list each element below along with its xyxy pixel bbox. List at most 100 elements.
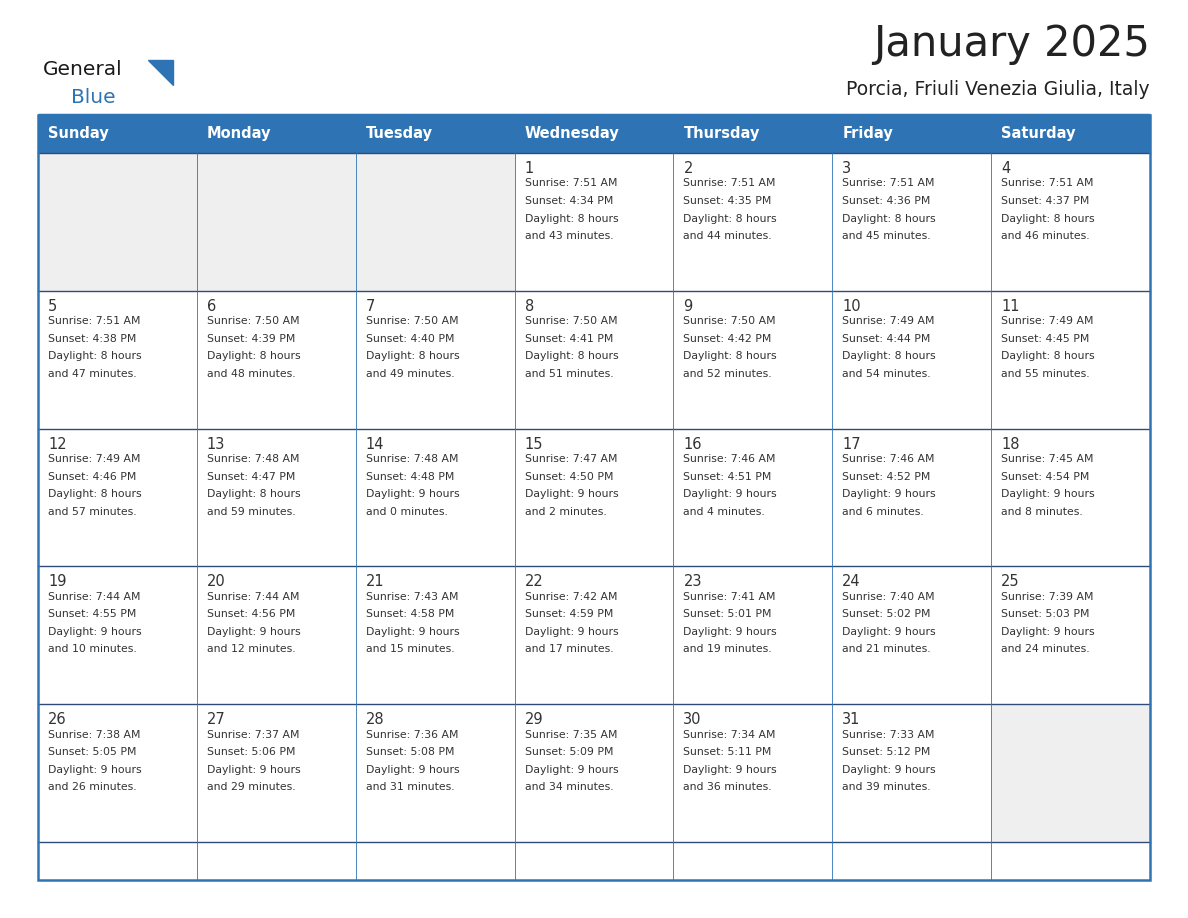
Text: Sunrise: 7:50 AM: Sunrise: 7:50 AM	[525, 317, 618, 326]
Bar	[833, 153, 991, 291]
Bar	[38, 153, 197, 291]
Text: 2: 2	[683, 161, 693, 176]
Text: Sunrise: 7:50 AM: Sunrise: 7:50 AM	[683, 317, 776, 326]
Text: Daylight: 9 hours: Daylight: 9 hours	[1001, 627, 1095, 637]
Text: Sunset: 4:42 PM: Sunset: 4:42 PM	[683, 334, 772, 344]
Text: Daylight: 9 hours: Daylight: 9 hours	[683, 765, 777, 775]
Text: Daylight: 9 hours: Daylight: 9 hours	[683, 627, 777, 637]
Text: Sunset: 4:59 PM: Sunset: 4:59 PM	[525, 610, 613, 620]
Text: 18: 18	[1001, 437, 1019, 452]
Text: Daylight: 9 hours: Daylight: 9 hours	[366, 627, 460, 637]
Text: and 51 minutes.: and 51 minutes.	[525, 369, 613, 379]
Bar	[514, 704, 674, 842]
Text: Sunset: 4:48 PM: Sunset: 4:48 PM	[366, 472, 454, 482]
Text: Sunset: 4:51 PM: Sunset: 4:51 PM	[683, 472, 772, 482]
Text: Monday: Monday	[207, 127, 271, 141]
Text: Daylight: 9 hours: Daylight: 9 hours	[525, 765, 618, 775]
Text: Sunset: 5:02 PM: Sunset: 5:02 PM	[842, 610, 930, 620]
Text: Daylight: 9 hours: Daylight: 9 hours	[842, 765, 936, 775]
Bar	[38, 291, 197, 429]
Text: Friday: Friday	[842, 127, 893, 141]
Text: 3: 3	[842, 161, 852, 176]
Bar	[991, 566, 1150, 704]
Bar	[38, 115, 1150, 153]
Text: Sunrise: 7:35 AM: Sunrise: 7:35 AM	[525, 730, 617, 740]
Text: Sunrise: 7:48 AM: Sunrise: 7:48 AM	[366, 454, 459, 465]
Text: 24: 24	[842, 575, 861, 589]
Text: Daylight: 9 hours: Daylight: 9 hours	[842, 627, 936, 637]
Text: 13: 13	[207, 437, 226, 452]
Text: Daylight: 8 hours: Daylight: 8 hours	[48, 489, 141, 499]
Text: and 55 minutes.: and 55 minutes.	[1001, 369, 1089, 379]
Bar	[674, 153, 833, 291]
Text: Sunset: 5:11 PM: Sunset: 5:11 PM	[683, 747, 772, 757]
Bar	[355, 704, 514, 842]
Text: Sunrise: 7:51 AM: Sunrise: 7:51 AM	[48, 317, 140, 326]
Bar	[514, 429, 674, 566]
Text: Sunday: Sunday	[48, 127, 109, 141]
Text: Sunset: 4:35 PM: Sunset: 4:35 PM	[683, 196, 772, 206]
Text: Sunset: 5:12 PM: Sunset: 5:12 PM	[842, 747, 930, 757]
Text: 20: 20	[207, 575, 226, 589]
Text: Sunset: 5:06 PM: Sunset: 5:06 PM	[207, 747, 296, 757]
Text: Daylight: 8 hours: Daylight: 8 hours	[1001, 214, 1095, 223]
Text: 6: 6	[207, 298, 216, 314]
Text: and 45 minutes.: and 45 minutes.	[842, 231, 931, 241]
Bar	[197, 429, 355, 566]
Bar	[833, 566, 991, 704]
Text: Sunrise: 7:49 AM: Sunrise: 7:49 AM	[842, 317, 935, 326]
Text: Sunset: 5:09 PM: Sunset: 5:09 PM	[525, 747, 613, 757]
Text: and 54 minutes.: and 54 minutes.	[842, 369, 931, 379]
Text: Sunrise: 7:34 AM: Sunrise: 7:34 AM	[683, 730, 776, 740]
Text: Sunrise: 7:33 AM: Sunrise: 7:33 AM	[842, 730, 935, 740]
Text: Daylight: 8 hours: Daylight: 8 hours	[525, 214, 618, 223]
Text: and 59 minutes.: and 59 minutes.	[207, 507, 296, 517]
Polygon shape	[148, 60, 173, 85]
Text: Sunrise: 7:40 AM: Sunrise: 7:40 AM	[842, 592, 935, 602]
Text: 27: 27	[207, 712, 226, 727]
Text: Sunrise: 7:51 AM: Sunrise: 7:51 AM	[683, 178, 776, 188]
Text: Tuesday: Tuesday	[366, 127, 432, 141]
Text: Daylight: 9 hours: Daylight: 9 hours	[366, 489, 460, 499]
Text: 10: 10	[842, 298, 861, 314]
Bar	[514, 291, 674, 429]
Text: 22: 22	[525, 575, 543, 589]
Bar	[991, 153, 1150, 291]
Text: 14: 14	[366, 437, 384, 452]
Text: and 21 minutes.: and 21 minutes.	[842, 644, 931, 655]
Text: 23: 23	[683, 575, 702, 589]
Text: Sunrise: 7:42 AM: Sunrise: 7:42 AM	[525, 592, 617, 602]
Bar	[355, 291, 514, 429]
Bar	[197, 153, 355, 291]
Bar	[355, 566, 514, 704]
Text: and 2 minutes.: and 2 minutes.	[525, 507, 606, 517]
Text: Sunrise: 7:50 AM: Sunrise: 7:50 AM	[207, 317, 299, 326]
Text: Sunrise: 7:44 AM: Sunrise: 7:44 AM	[48, 592, 140, 602]
Text: Daylight: 9 hours: Daylight: 9 hours	[48, 627, 141, 637]
Text: and 48 minutes.: and 48 minutes.	[207, 369, 296, 379]
Text: Sunrise: 7:47 AM: Sunrise: 7:47 AM	[525, 454, 617, 465]
Text: Sunrise: 7:46 AM: Sunrise: 7:46 AM	[842, 454, 935, 465]
Text: 31: 31	[842, 712, 860, 727]
Text: Blue: Blue	[71, 88, 115, 107]
Text: 28: 28	[366, 712, 385, 727]
Text: 9: 9	[683, 298, 693, 314]
Text: Sunrise: 7:51 AM: Sunrise: 7:51 AM	[1001, 178, 1094, 188]
Text: Daylight: 8 hours: Daylight: 8 hours	[1001, 352, 1095, 362]
Text: 12: 12	[48, 437, 67, 452]
Text: Sunrise: 7:46 AM: Sunrise: 7:46 AM	[683, 454, 776, 465]
Text: Sunrise: 7:45 AM: Sunrise: 7:45 AM	[1001, 454, 1094, 465]
Text: Sunset: 4:41 PM: Sunset: 4:41 PM	[525, 334, 613, 344]
Text: 11: 11	[1001, 298, 1019, 314]
Text: Daylight: 9 hours: Daylight: 9 hours	[1001, 489, 1095, 499]
Text: and 19 minutes.: and 19 minutes.	[683, 644, 772, 655]
Text: General: General	[43, 60, 122, 79]
Text: 30: 30	[683, 712, 702, 727]
Text: January 2025: January 2025	[873, 23, 1150, 65]
Text: Sunset: 4:36 PM: Sunset: 4:36 PM	[842, 196, 930, 206]
Text: Daylight: 9 hours: Daylight: 9 hours	[207, 627, 301, 637]
Text: Sunset: 4:38 PM: Sunset: 4:38 PM	[48, 334, 137, 344]
Bar	[833, 704, 991, 842]
Text: Daylight: 9 hours: Daylight: 9 hours	[366, 765, 460, 775]
Bar	[355, 429, 514, 566]
